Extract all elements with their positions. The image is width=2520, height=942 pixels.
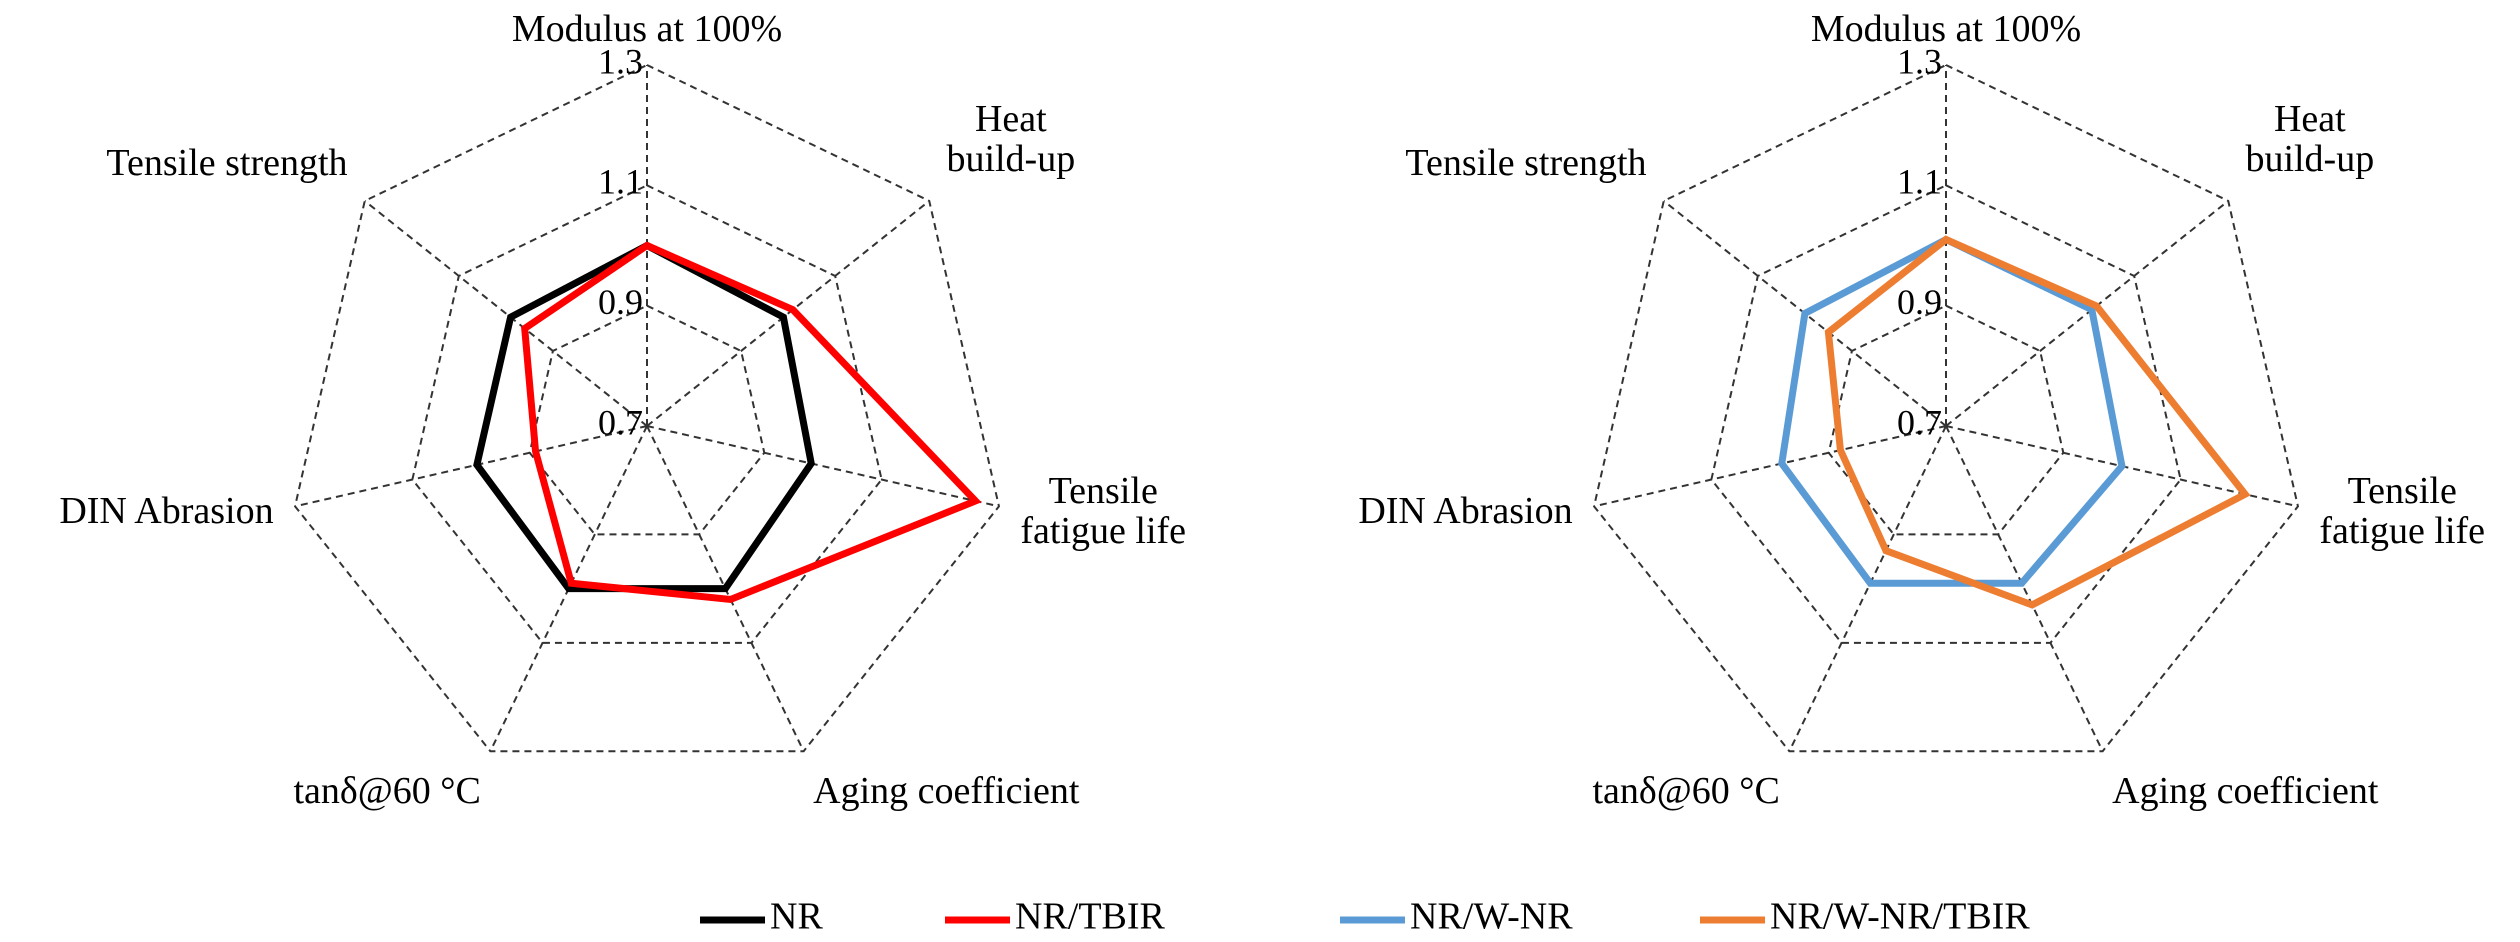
category-label: Aging coefficient bbox=[813, 770, 1080, 813]
legend-label: NR/TBIR bbox=[1015, 896, 1166, 938]
tick-label: 0.9 bbox=[1897, 282, 1942, 322]
legend-label: NR/W-NR/TBIR bbox=[1770, 896, 2030, 938]
tick-label: 1.3 bbox=[1897, 41, 1942, 81]
category-label: Heat build-up bbox=[2245, 98, 2375, 181]
axis-spoke bbox=[1788, 425, 1947, 752]
tick-label: 1.1 bbox=[1897, 162, 1942, 202]
category-label: Tensile strength bbox=[106, 142, 348, 185]
tick-label: 0.7 bbox=[598, 402, 643, 442]
category-label: Tensile fatigue life bbox=[1020, 470, 1187, 553]
category-label: Modulus at 100% bbox=[1810, 8, 2082, 50]
axis-spoke bbox=[364, 200, 648, 427]
grid-ring bbox=[1710, 184, 2182, 644]
series-line bbox=[1778, 235, 2126, 587]
category-label: Tensile strength bbox=[1405, 142, 1647, 185]
legend-label: NR/W-NR bbox=[1410, 896, 1573, 938]
grid-ring bbox=[528, 304, 766, 536]
tick-label: 0.9 bbox=[598, 282, 643, 322]
series-line bbox=[521, 241, 982, 604]
category-label: Modulus at 100% bbox=[511, 8, 783, 50]
tick-label: 0.7 bbox=[1897, 402, 1942, 442]
grid-ring bbox=[1827, 304, 2065, 536]
axis-spoke bbox=[294, 425, 648, 508]
category-label: Heat build-up bbox=[946, 98, 1076, 181]
category-label: DIN Abrasion bbox=[59, 490, 274, 533]
grid-ring bbox=[1592, 63, 2300, 753]
axis-spoke bbox=[1593, 425, 1947, 508]
category-label: DIN Abrasion bbox=[1358, 490, 1573, 533]
axis-spoke bbox=[646, 200, 930, 427]
tick-label: 1.3 bbox=[598, 41, 643, 81]
axis-spoke bbox=[1945, 425, 2104, 752]
axis-spoke bbox=[1945, 200, 2229, 427]
series-line bbox=[1824, 235, 2251, 609]
grid-ring bbox=[293, 63, 1001, 753]
grid-ring bbox=[411, 184, 883, 644]
category-label: tanδ@60 °C bbox=[1592, 770, 1780, 813]
legend-label: NR bbox=[770, 896, 823, 938]
category-label: Aging coefficient bbox=[2112, 770, 2379, 813]
axis-spoke bbox=[646, 425, 1000, 508]
category-label: tanδ@60 °C bbox=[293, 770, 481, 813]
tick-label: 1.1 bbox=[598, 162, 643, 202]
category-label: Tensile fatigue life bbox=[2319, 470, 2486, 553]
